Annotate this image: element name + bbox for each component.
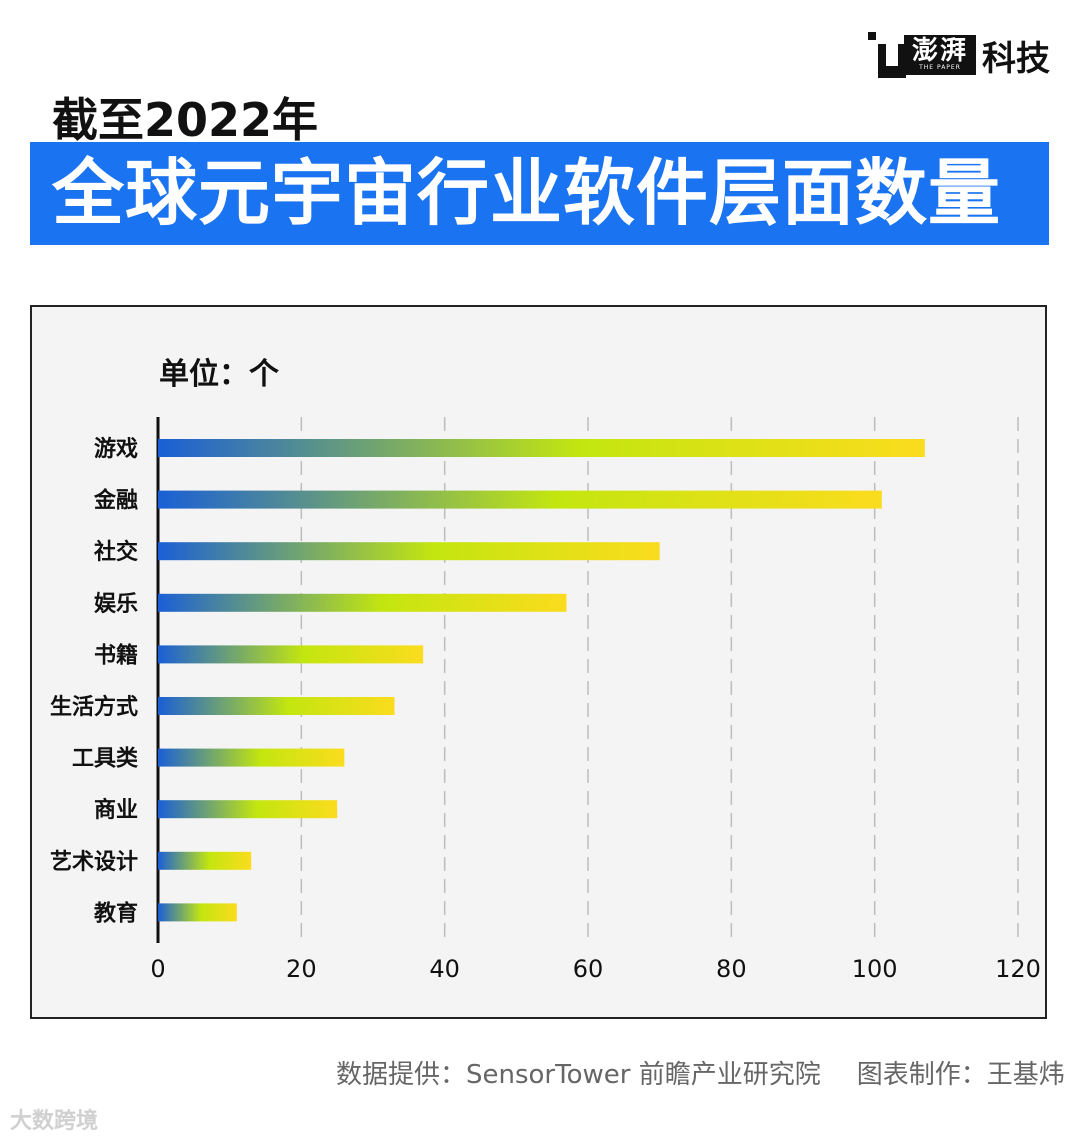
chart-frame: 单位：个 0 20 40 60 80 100 120 游戏金融社交娱乐书籍生活方式工具类商业艺… bbox=[30, 305, 1047, 1019]
bar bbox=[158, 593, 567, 612]
brand-logo: 澎湃 THE PAPER 科技 bbox=[867, 30, 1050, 80]
watermark: 大数跨境 bbox=[10, 1109, 99, 1134]
bar bbox=[158, 800, 338, 819]
title-banner: 全球元宇宙行业软件层面数量 bbox=[30, 142, 1049, 245]
bar bbox=[158, 645, 424, 664]
chart-subtitle: 截至2022年 bbox=[52, 93, 319, 147]
brand-logo-subtext: THE PAPER bbox=[919, 64, 961, 71]
x-tick-label: 40 bbox=[429, 955, 460, 983]
category-label: 工具类 bbox=[72, 747, 139, 772]
category-label: 商业 bbox=[94, 797, 138, 823]
category-label: 艺术设计 bbox=[50, 849, 138, 875]
data-source-text: 数据提供：SensorTower 前瞻产业研究院 bbox=[336, 1060, 821, 1090]
x-tick-label: 80 bbox=[716, 955, 747, 983]
source-footer: 数据提供：SensorTower 前瞻产业研究院 图表制作：王基炜 bbox=[336, 1054, 1065, 1091]
x-tick-label: 20 bbox=[286, 955, 317, 983]
category-label: 教育 bbox=[94, 900, 138, 926]
chart-title: 全球元宇宙行业软件层面数量 bbox=[52, 151, 1002, 235]
x-tick-label: 0 bbox=[150, 955, 165, 983]
bar bbox=[158, 697, 395, 715]
brand-suffix: 科技 bbox=[982, 38, 1050, 79]
bar bbox=[158, 439, 925, 457]
bar bbox=[158, 851, 252, 870]
brand-mark-icon bbox=[867, 32, 908, 78]
brand-logo-text: 澎湃 bbox=[911, 36, 968, 66]
bar bbox=[158, 490, 882, 509]
brand-logo-box: 澎湃 THE PAPER bbox=[903, 35, 976, 75]
category-label: 生活方式 bbox=[50, 694, 138, 720]
category-label: 社交 bbox=[94, 539, 138, 565]
bar bbox=[158, 748, 345, 767]
category-label: 娱乐 bbox=[94, 592, 138, 617]
x-tick-label: 60 bbox=[573, 955, 604, 983]
x-tick-label: 100 bbox=[852, 955, 898, 983]
category-label: 金融 bbox=[93, 488, 138, 514]
x-tick-label: 120 bbox=[995, 955, 1041, 983]
unit-label: 单位：个 bbox=[159, 357, 279, 392]
chart-credit-text: 图表制作：王基炜 bbox=[856, 1060, 1065, 1090]
bar bbox=[158, 903, 237, 922]
category-label: 游戏 bbox=[94, 436, 138, 462]
category-label: 书籍 bbox=[94, 642, 138, 668]
bar bbox=[158, 542, 660, 561]
